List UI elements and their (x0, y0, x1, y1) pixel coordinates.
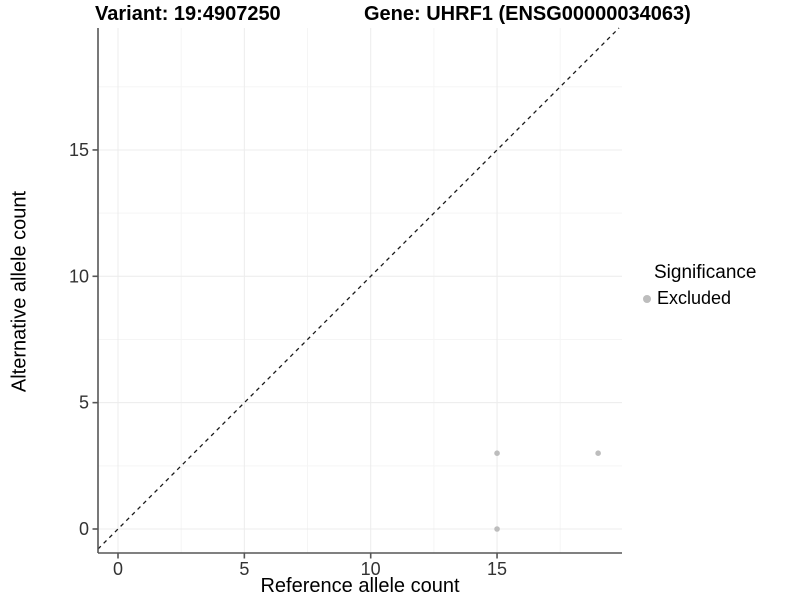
legend-item-excluded: Excluded (643, 288, 756, 309)
plot-title-variant: Variant: 19:4907250 (95, 3, 281, 25)
excluded-point-icon (643, 294, 651, 303)
y-axis-title: Alternative allele count (8, 190, 31, 393)
legend: Significance Excluded (643, 262, 756, 309)
x-tick-label: 10 (361, 559, 381, 579)
plot-title-gene: Gene: UHRF1 (ENSG00000034063) (364, 3, 691, 25)
data-point (494, 450, 500, 456)
data-point (494, 526, 500, 532)
x-tick-label: 5 (239, 559, 249, 579)
legend-title: Significance (654, 262, 757, 283)
x-axis-title: Reference allele count (260, 575, 460, 597)
y-tick-label: 5 (79, 393, 89, 413)
y-tick-label: 10 (69, 266, 89, 286)
x-tick-label: 15 (487, 559, 507, 579)
y-tick-label: 15 (69, 140, 89, 160)
x-tick-label: 0 (113, 559, 123, 579)
legend-item-label: Excluded (657, 288, 732, 308)
data-point (595, 450, 601, 456)
identity-line (97, 27, 620, 550)
y-tick-label: 0 (79, 519, 89, 539)
